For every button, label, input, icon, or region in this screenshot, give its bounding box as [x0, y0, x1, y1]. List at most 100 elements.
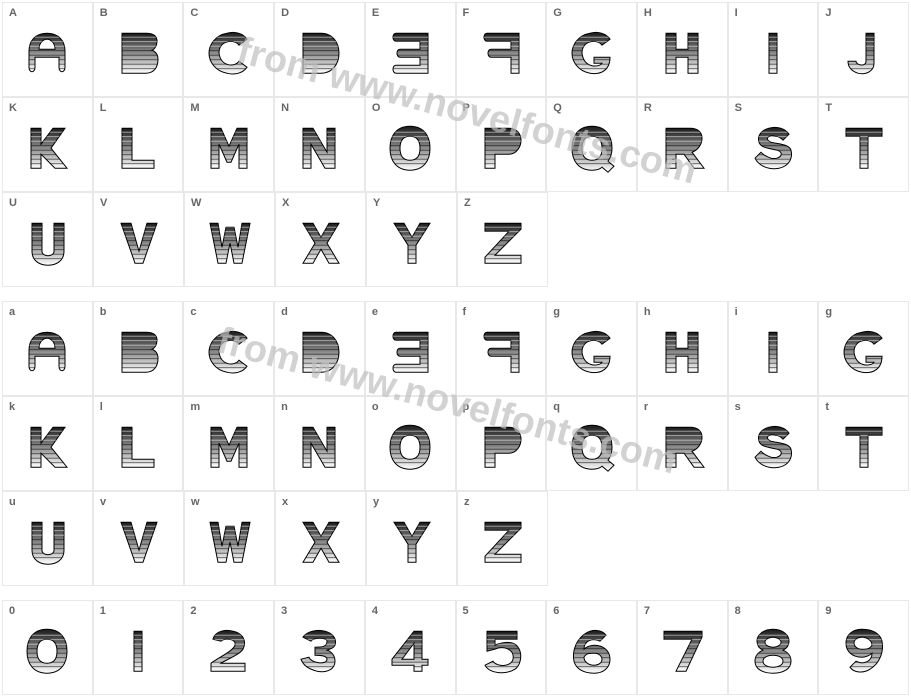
character-cell[interactable]: H — [637, 2, 728, 97]
character-cell[interactable]: u — [2, 491, 93, 586]
character-label: D — [281, 7, 289, 19]
character-cell[interactable]: Z — [457, 192, 548, 287]
character-label: X — [282, 197, 289, 209]
character-cell[interactable]: N — [274, 97, 365, 192]
character-glyph — [566, 421, 618, 478]
character-cell[interactable]: 7 — [637, 600, 728, 695]
character-glyph — [384, 421, 436, 478]
character-cell[interactable]: v — [93, 491, 184, 586]
character-cell[interactable]: m — [183, 396, 274, 491]
character-glyph — [203, 326, 255, 383]
character-glyph — [22, 217, 74, 274]
character-cell[interactable]: d — [274, 301, 365, 396]
character-cell[interactable]: t — [818, 396, 909, 491]
character-glyph — [203, 625, 255, 682]
character-cell[interactable]: K — [2, 97, 93, 192]
character-cell[interactable]: J — [818, 2, 909, 97]
character-cell[interactable]: U — [2, 192, 93, 287]
character-label: g — [553, 306, 560, 318]
character-cell[interactable]: Q — [546, 97, 637, 192]
character-cell[interactable]: X — [275, 192, 366, 287]
character-cell[interactable]: c — [183, 301, 274, 396]
character-label: e — [372, 306, 378, 318]
character-cell[interactable]: x — [275, 491, 366, 586]
character-cell[interactable]: 1 — [93, 600, 184, 695]
character-cell[interactable]: a — [2, 301, 93, 396]
character-cell[interactable]: 5 — [456, 600, 547, 695]
character-label: E — [372, 7, 379, 19]
character-cell[interactable]: T — [818, 97, 909, 192]
character-label: s — [735, 401, 741, 413]
character-cell[interactable]: S — [728, 97, 819, 192]
character-glyph — [475, 122, 527, 179]
character-glyph — [204, 217, 256, 274]
character-cell[interactable]: 2 — [183, 600, 274, 695]
character-label: c — [190, 306, 196, 318]
character-cell[interactable]: A — [2, 2, 93, 97]
character-label: 8 — [735, 605, 741, 617]
character-cell[interactable]: n — [274, 396, 365, 491]
character-glyph — [203, 27, 255, 84]
character-glyph — [566, 326, 618, 383]
character-cell[interactable]: i — [728, 301, 819, 396]
character-label: A — [9, 7, 17, 19]
character-label: F — [463, 7, 470, 19]
character-label: G — [553, 7, 562, 19]
character-cell[interactable]: h — [637, 301, 728, 396]
character-label: S — [735, 102, 742, 114]
character-cell[interactable]: o — [365, 396, 456, 491]
character-cell[interactable]: W — [184, 192, 275, 287]
character-cell[interactable]: k — [2, 396, 93, 491]
character-glyph — [838, 27, 890, 84]
character-cell[interactable]: B — [93, 2, 184, 97]
character-cell[interactable]: C — [183, 2, 274, 97]
character-glyph — [113, 516, 165, 573]
character-label: 6 — [553, 605, 559, 617]
character-cell[interactable]: Y — [366, 192, 457, 287]
character-label: 9 — [825, 605, 831, 617]
character-cell[interactable]: w — [184, 491, 275, 586]
character-glyph — [384, 122, 436, 179]
character-label: 7 — [644, 605, 650, 617]
character-cell[interactable]: f — [456, 301, 547, 396]
character-cell[interactable]: r — [637, 396, 728, 491]
character-cell[interactable]: g — [546, 301, 637, 396]
character-label: M — [190, 102, 199, 114]
character-label: R — [644, 102, 652, 114]
character-cell[interactable]: q — [546, 396, 637, 491]
character-glyph — [21, 122, 73, 179]
character-cell[interactable]: V — [93, 192, 184, 287]
character-cell[interactable]: E — [365, 2, 456, 97]
character-row: 0123456 7 8 9 — [2, 600, 909, 695]
character-cell[interactable]: I — [728, 2, 819, 97]
character-label: L — [100, 102, 107, 114]
character-row: KL M NOPQR S T — [2, 97, 909, 192]
character-cell[interactable]: 3 — [274, 600, 365, 695]
character-cell[interactable]: b — [93, 301, 184, 396]
character-cell[interactable]: 0 — [2, 600, 93, 695]
character-cell[interactable]: g — [818, 301, 909, 396]
character-cell[interactable]: P — [456, 97, 547, 192]
character-cell[interactable]: F — [456, 2, 547, 97]
character-cell[interactable]: O — [365, 97, 456, 192]
character-cell[interactable]: R — [637, 97, 728, 192]
character-cell[interactable]: s — [728, 396, 819, 491]
character-cell[interactable]: p — [456, 396, 547, 491]
character-cell[interactable]: e — [365, 301, 456, 396]
character-cell[interactable]: 6 — [546, 600, 637, 695]
character-cell[interactable]: G — [546, 2, 637, 97]
character-cell[interactable]: D — [274, 2, 365, 97]
character-cell[interactable]: z — [457, 491, 548, 586]
character-cell[interactable]: y — [366, 491, 457, 586]
character-label: k — [9, 401, 15, 413]
character-label: Y — [373, 197, 380, 209]
character-cell[interactable]: l — [93, 396, 184, 491]
character-glyph — [384, 27, 436, 84]
character-cell[interactable]: 8 — [728, 600, 819, 695]
character-label: z — [464, 496, 470, 508]
character-cell[interactable]: M — [183, 97, 274, 192]
character-glyph — [656, 27, 708, 84]
character-cell[interactable]: 9 — [818, 600, 909, 695]
character-cell[interactable]: 4 — [365, 600, 456, 695]
character-cell[interactable]: L — [93, 97, 184, 192]
